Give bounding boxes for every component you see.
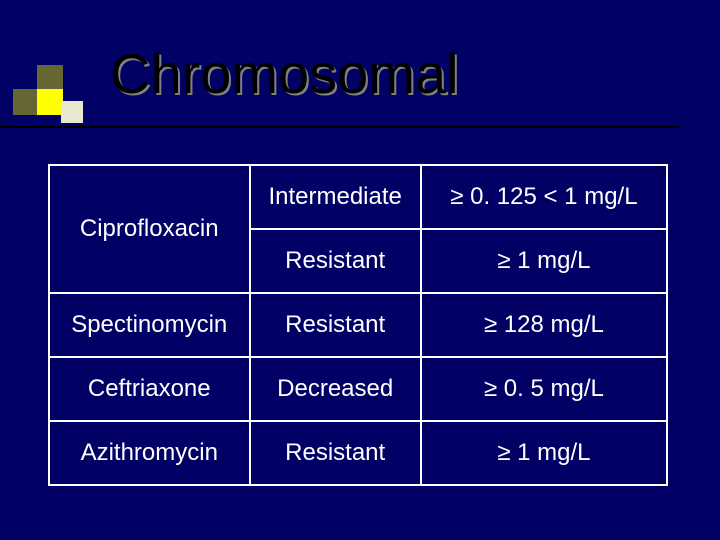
title-underline [0, 126, 680, 128]
slide: Chromosomal Ciprofloxacin Intermediate ≥… [0, 0, 720, 540]
status-cell: Resistant [250, 421, 421, 485]
value-cell: ≥ 0. 125 < 1 mg/L [421, 165, 667, 229]
value-cell: ≥ 1 mg/L [421, 421, 667, 485]
value-cell: ≥ 128 mg/L [421, 293, 667, 357]
drug-spectinomycin: Spectinomycin [49, 293, 250, 357]
bullet-decoration [13, 65, 85, 123]
drug-ciprofloxacin: Ciprofloxacin [49, 165, 250, 293]
drug-ceftriaxone: Ceftriaxone [49, 357, 250, 421]
bullet-square-yellow [37, 89, 63, 115]
bullet-square-light [61, 101, 83, 123]
bullet-square-dark-1 [13, 89, 39, 115]
drug-azithromycin: Azithromycin [49, 421, 250, 485]
slide-title: Chromosomal [110, 46, 459, 102]
value-cell: ≥ 0. 5 mg/L [421, 357, 667, 421]
bullet-square-dark-2 [37, 65, 63, 91]
status-cell: Intermediate [250, 165, 421, 229]
status-cell: Resistant [250, 293, 421, 357]
value-cell: ≥ 1 mg/L [421, 229, 667, 293]
resistance-table: Ciprofloxacin Intermediate ≥ 0. 125 < 1 … [48, 164, 668, 486]
title-wrap: Chromosomal [110, 46, 459, 102]
status-cell: Resistant [250, 229, 421, 293]
status-cell: Decreased [250, 357, 421, 421]
